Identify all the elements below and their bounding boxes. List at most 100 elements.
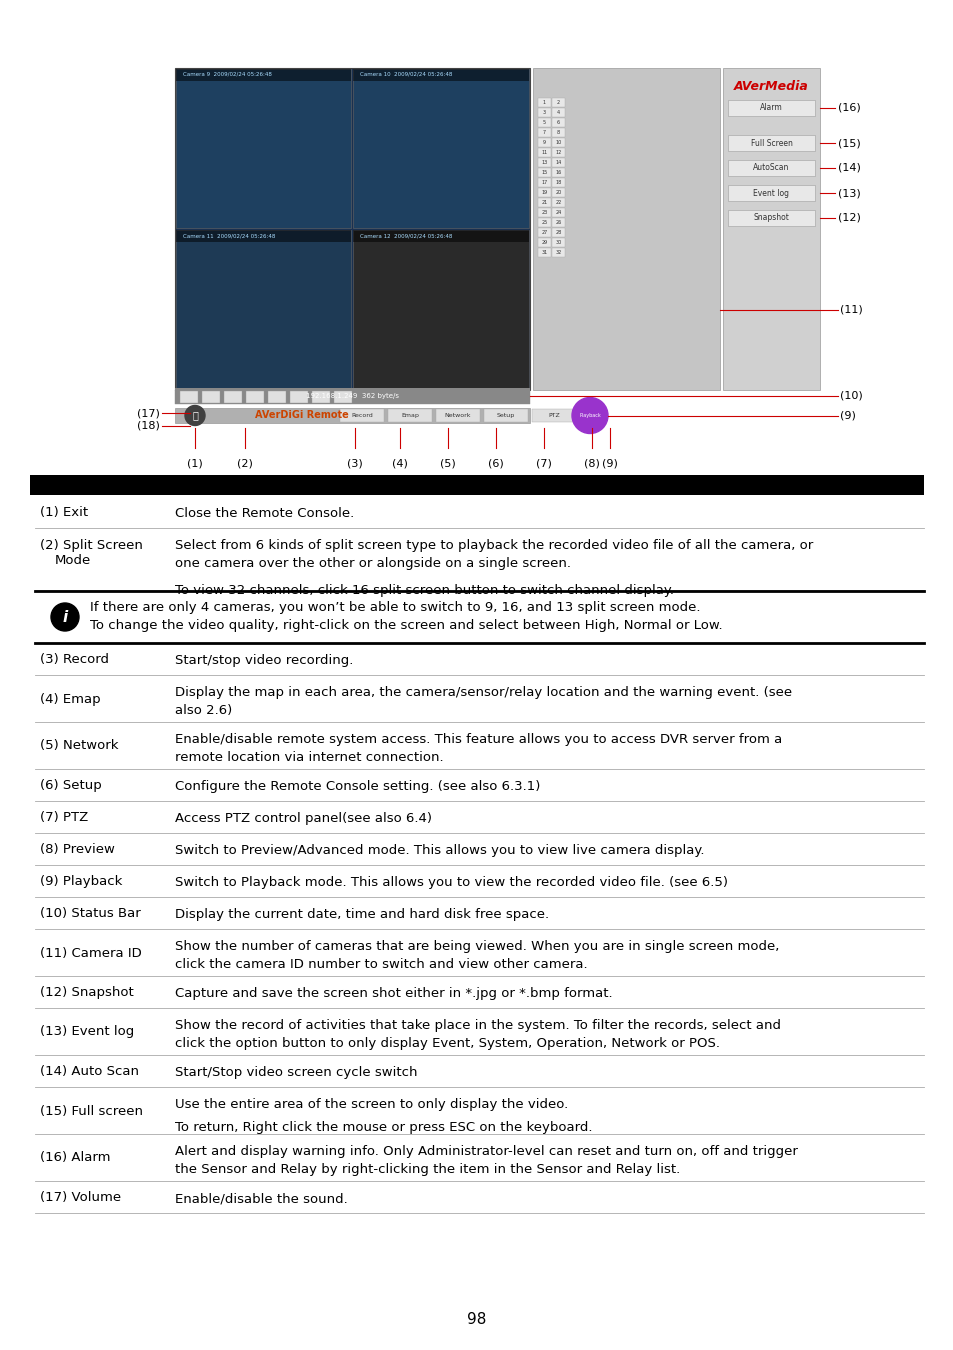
Text: 13: 13 (540, 161, 547, 166)
Text: 1: 1 (542, 100, 545, 105)
Bar (727, 135, 814, 151)
Text: To view 32 channels, click 16 split screen button to switch channel display.: To view 32 channels, click 16 split scre… (174, 585, 673, 597)
Bar (537, 117, 551, 127)
Text: To return, Right click the mouse or press ESC on the keyboard.: To return, Right click the mouse or pres… (174, 1120, 592, 1134)
Text: Select from 6 kinds of split screen type to playback the recorded video file of : Select from 6 kinds of split screen type… (174, 539, 812, 570)
Bar (537, 167, 551, 177)
Bar (224, 392, 242, 404)
Bar (334, 392, 352, 404)
Text: (13): (13) (837, 188, 860, 198)
Bar (537, 248, 551, 256)
Text: 18: 18 (555, 181, 561, 185)
Bar (552, 228, 564, 238)
Text: (9): (9) (840, 410, 855, 420)
Bar (30, 475, 923, 495)
Bar (552, 178, 564, 188)
Bar (537, 208, 551, 217)
Text: Close the Remote Console.: Close the Remote Console. (174, 508, 354, 520)
Text: (1): (1) (187, 458, 203, 468)
Text: 8: 8 (557, 131, 559, 135)
Circle shape (185, 405, 205, 425)
Bar (202, 392, 220, 404)
Text: (7) PTZ: (7) PTZ (40, 811, 89, 824)
Text: 11: 11 (540, 150, 547, 155)
Bar (537, 138, 551, 147)
Text: 98: 98 (467, 1312, 486, 1327)
Bar (552, 167, 564, 177)
Text: 27: 27 (540, 231, 547, 235)
Text: (9): (9) (601, 458, 618, 468)
Bar (175, 230, 351, 389)
Bar (537, 128, 551, 136)
Bar (552, 188, 564, 197)
Bar (175, 69, 351, 228)
Text: 26: 26 (555, 220, 561, 225)
Bar (537, 148, 551, 157)
Text: (10): (10) (840, 392, 862, 401)
Text: Use the entire area of the screen to only display the video.: Use the entire area of the screen to onl… (174, 1098, 568, 1111)
Text: Alert and display warning info. Only Administrator-level can reset and turn on, : Alert and display warning info. Only Adm… (174, 1145, 797, 1176)
Text: (6): (6) (488, 458, 503, 468)
Bar (354, 230, 529, 389)
Text: (8) Preview: (8) Preview (40, 842, 114, 856)
Circle shape (51, 603, 79, 630)
Text: Camera 9  2009/02/24 05:26:48: Camera 9 2009/02/24 05:26:48 (183, 72, 272, 77)
Bar (552, 138, 564, 147)
Text: (2): (2) (236, 458, 253, 468)
Bar (246, 392, 264, 404)
Bar (174, 387, 530, 404)
Bar (537, 99, 551, 107)
Text: 3: 3 (542, 111, 545, 116)
Text: Display the map in each area, the camera/sensor/relay location and the warning e: Display the map in each area, the camera… (174, 686, 791, 717)
Text: (16): (16) (837, 103, 860, 113)
Bar (727, 211, 814, 225)
Text: (2) Split Screen: (2) Split Screen (40, 539, 143, 552)
Bar (268, 392, 286, 404)
Text: (3) Record: (3) Record (40, 653, 109, 666)
Bar (388, 409, 432, 423)
Bar (174, 68, 530, 390)
Text: Configure the Remote Console setting. (see also 6.3.1): Configure the Remote Console setting. (s… (174, 780, 539, 792)
Text: 28: 28 (555, 231, 561, 235)
Text: (4) Emap: (4) Emap (40, 693, 100, 706)
Text: 19: 19 (541, 190, 547, 196)
Text: (5) Network: (5) Network (40, 740, 118, 752)
Text: 31: 31 (540, 251, 547, 255)
Text: ⏻: ⏻ (192, 410, 197, 420)
Bar (175, 69, 351, 81)
Bar (537, 178, 551, 188)
Text: (11): (11) (840, 305, 862, 315)
Text: 15: 15 (540, 170, 547, 176)
Text: (5): (5) (439, 458, 456, 468)
Text: Event log: Event log (753, 189, 789, 197)
Text: (15): (15) (837, 138, 860, 148)
Text: 9: 9 (542, 140, 545, 146)
Text: 12: 12 (555, 150, 561, 155)
Text: 20: 20 (555, 190, 561, 196)
Bar (339, 409, 384, 423)
Bar (0, 0, 953, 460)
Bar (354, 69, 529, 228)
Bar (174, 390, 530, 404)
Text: 17: 17 (540, 181, 547, 185)
Text: AVerDiGi Remote: AVerDiGi Remote (254, 410, 349, 420)
Bar (537, 188, 551, 197)
Text: AutoScan: AutoScan (753, 163, 789, 173)
Text: (4): (4) (392, 458, 408, 468)
Bar (532, 409, 576, 423)
Text: i: i (62, 610, 68, 625)
Bar (537, 198, 551, 207)
Text: (17) Volume: (17) Volume (40, 1191, 121, 1204)
Text: Show the record of activities that take place in the system. To filter the recor: Show the record of activities that take … (174, 1019, 781, 1050)
Bar (436, 409, 479, 423)
Text: (12): (12) (837, 213, 860, 223)
Text: (9) Playback: (9) Playback (40, 875, 122, 888)
Text: (14): (14) (837, 163, 860, 173)
Circle shape (572, 397, 607, 433)
Bar (537, 228, 551, 238)
Bar (312, 392, 330, 404)
Text: Enable/disable remote system access. This feature allows you to access DVR serve: Enable/disable remote system access. Thi… (174, 733, 781, 764)
Bar (290, 392, 308, 404)
Text: (7): (7) (536, 458, 552, 468)
Text: 24: 24 (555, 211, 561, 216)
